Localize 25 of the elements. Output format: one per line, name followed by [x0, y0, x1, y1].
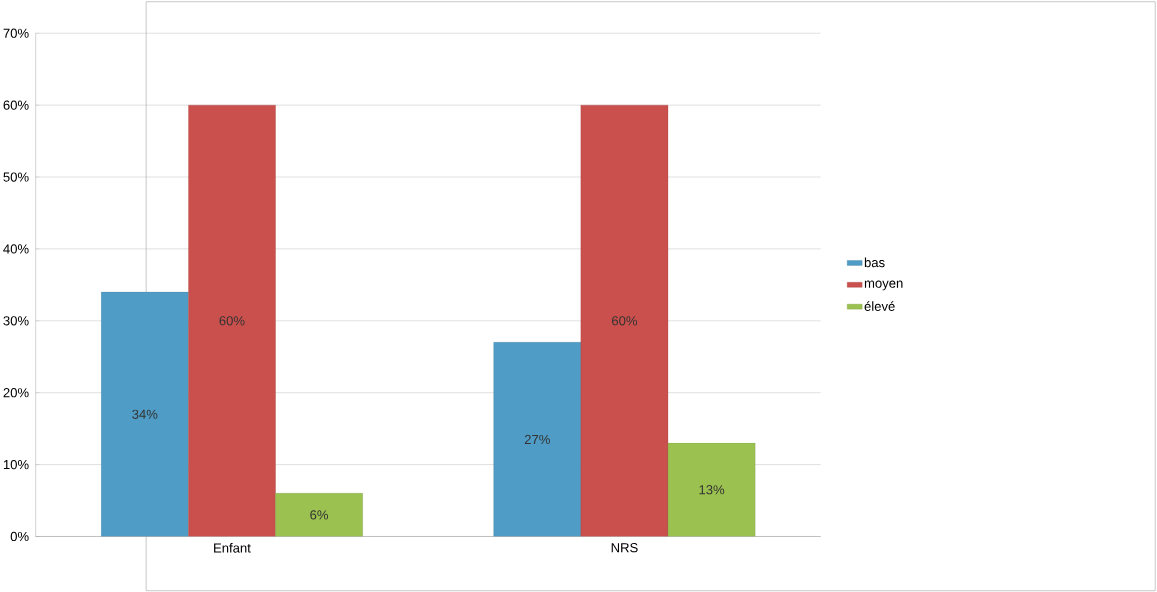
data-label: 27%: [524, 434, 550, 444]
data-label: 60%: [219, 315, 245, 326]
bar: [275, 492, 363, 537]
legend-label: élevé: [864, 300, 895, 311]
y-tick-label: 70%: [3, 28, 29, 38]
y-tick-label: 20%: [3, 387, 29, 398]
bar: [667, 442, 756, 537]
y-tick-label: 0%: [10, 531, 29, 541]
bar: [580, 104, 669, 537]
legend-label: bas: [864, 257, 885, 267]
bar: [188, 104, 276, 537]
data-label: 34%: [132, 409, 158, 419]
y-tick-label: 40%: [3, 244, 29, 254]
x-tick-label: NRS: [611, 542, 638, 553]
legend-label: moyen: [864, 280, 903, 291]
y-tick-label: 50%: [3, 172, 29, 182]
y-tick-label: 30%: [3, 315, 29, 326]
y-tick-label: 60%: [3, 100, 29, 110]
x-tick-label: Enfant: [214, 542, 251, 553]
bar: [493, 341, 582, 537]
data-label: 6%: [310, 510, 329, 520]
data-label: 13%: [699, 484, 725, 495]
bar: [101, 291, 189, 537]
y-tick-label: 10%: [3, 459, 29, 469]
data-label: 60%: [612, 315, 638, 326]
